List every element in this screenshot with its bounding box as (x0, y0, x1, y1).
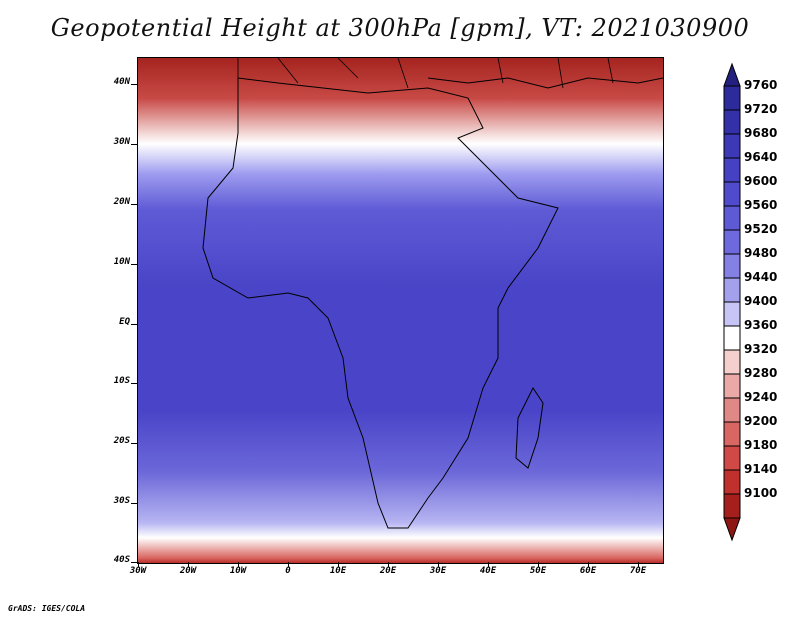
colorbar-level-label: 9520 (744, 222, 778, 236)
lat-label-10S: 10S (113, 376, 130, 386)
lon-label-30E: 30E (429, 566, 447, 576)
lat-tick (131, 443, 137, 444)
lon-tick (588, 562, 589, 567)
colorbar-cell (723, 325, 741, 351)
colorbar-level-label: 9560 (744, 198, 778, 212)
lon-tick (338, 562, 339, 567)
colorbar-cell (723, 85, 741, 111)
colorbar-level-label: 9180 (744, 438, 778, 452)
lat-label-40N: 40N (113, 77, 130, 87)
lat-tick (131, 264, 137, 265)
colorbar-cell (723, 397, 741, 423)
lat-tick (131, 503, 137, 504)
lon-tick (638, 562, 639, 567)
lon-label-70E: 70E (629, 566, 647, 576)
lon-label-10E: 10E (329, 566, 347, 576)
lon-tick (388, 562, 389, 567)
footer-credit: GrADS: IGES/COLA (8, 604, 86, 613)
map-panel (137, 57, 664, 564)
lat-tick (131, 562, 137, 563)
colorbar-cell (723, 469, 741, 495)
lon-label-10W: 10W (229, 566, 247, 576)
colorbar-level-label: 9100 (744, 486, 778, 500)
colorbar-top-arrow (723, 62, 741, 87)
colorbar-cell (723, 229, 741, 255)
lat-label-30S: 30S (113, 496, 130, 506)
map-title: Geopotential Height at 300hPa [gpm], VT:… (50, 14, 750, 42)
lat-tick (131, 324, 137, 325)
colorbar-cell (723, 109, 741, 135)
lon-tick (438, 562, 439, 567)
colorbar-cell (723, 205, 741, 231)
lon-label-20W: 20W (179, 566, 197, 576)
colorbar-cell (723, 445, 741, 471)
lon-label-50E: 50E (529, 566, 547, 576)
colorbar-level-label: 9640 (744, 150, 778, 164)
lon-tick (538, 562, 539, 567)
lat-tick (131, 84, 137, 85)
lon-tick (238, 562, 239, 567)
colorbar-level-label: 9480 (744, 246, 778, 260)
lon-label-60E: 60E (579, 566, 597, 576)
lat-tick (131, 383, 137, 384)
lon-tick (138, 562, 139, 567)
colorbar-level-label: 9360 (744, 318, 778, 332)
colorbar-cell (723, 349, 741, 375)
colorbar-level-label: 9200 (744, 414, 778, 428)
colorbar-cell (723, 277, 741, 303)
coastline-overlay (202, 58, 663, 529)
colorbar-level-label: 9720 (744, 102, 778, 116)
colorbar-level-label: 9320 (744, 342, 778, 356)
lat-tick (131, 204, 137, 205)
lon-label-30W: 30W (129, 566, 147, 576)
lat-tick (131, 144, 137, 145)
colorbar-level-label: 9400 (744, 294, 778, 308)
lon-label-20E: 20E (379, 566, 397, 576)
colorbar-level-label: 9680 (744, 126, 778, 140)
lat-label-20N: 20N (113, 197, 130, 207)
lat-label-10N: 10N (113, 257, 130, 267)
lon-label-0: 0 (285, 566, 291, 576)
colorbar-level-label: 9760 (744, 78, 778, 92)
colorbar-bottom-arrow (723, 517, 741, 542)
lon-tick (288, 562, 289, 567)
colorbar-level-label: 9140 (744, 462, 778, 476)
colorbar-level-label: 9240 (744, 390, 778, 404)
colorbar-cell (723, 421, 741, 447)
colorbar-cell (723, 253, 741, 279)
lon-label-40E: 40E (479, 566, 497, 576)
colorbar-cell (723, 301, 741, 327)
colorbar-cell (723, 493, 741, 519)
colorbar-level-label: 9600 (744, 174, 778, 188)
colorbar-cell (723, 181, 741, 207)
lat-label-20S: 20S (113, 436, 130, 446)
lat-label-30N: 30N (113, 137, 130, 147)
colorbar-cell (723, 373, 741, 399)
lat-label-40S: 40S (113, 555, 130, 565)
colorbar-level-label: 9280 (744, 366, 778, 380)
colorbar-level-label: 9440 (744, 270, 778, 284)
lon-tick (188, 562, 189, 567)
lon-tick (488, 562, 489, 567)
lat-label-EQ: EQ (119, 317, 130, 327)
colorbar-cell (723, 157, 741, 183)
colorbar-cell (723, 133, 741, 159)
